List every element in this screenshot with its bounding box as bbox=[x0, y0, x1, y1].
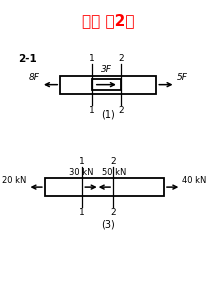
Text: 20 kN: 20 kN bbox=[2, 176, 27, 185]
Text: 5F: 5F bbox=[176, 73, 187, 82]
Text: (1): (1) bbox=[101, 109, 115, 119]
Text: 2-1: 2-1 bbox=[18, 54, 37, 64]
Text: 1: 1 bbox=[89, 106, 95, 115]
Text: 2: 2 bbox=[110, 157, 116, 166]
Text: 40 kN: 40 kN bbox=[182, 176, 207, 185]
Bar bbox=[45, 178, 164, 196]
Text: 8F: 8F bbox=[29, 73, 40, 82]
Text: 1: 1 bbox=[89, 54, 95, 63]
Text: 2: 2 bbox=[118, 54, 123, 63]
Text: 2: 2 bbox=[110, 208, 116, 217]
Text: 30 kN: 30 kN bbox=[69, 168, 94, 177]
Bar bbox=[60, 76, 156, 94]
Text: 2: 2 bbox=[118, 106, 123, 115]
Text: 1: 1 bbox=[79, 157, 85, 166]
Bar bbox=[92, 79, 121, 90]
Text: 3F: 3F bbox=[101, 65, 112, 74]
Text: 习题 第2章: 习题 第2章 bbox=[82, 13, 135, 28]
Text: 1: 1 bbox=[79, 208, 85, 217]
Text: 50 kN: 50 kN bbox=[102, 168, 126, 177]
Text: (3): (3) bbox=[101, 219, 115, 229]
